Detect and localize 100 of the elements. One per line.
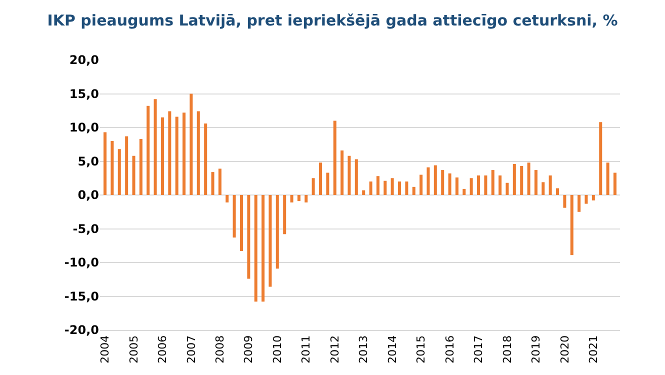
bar xyxy=(254,195,258,302)
bar xyxy=(434,165,437,195)
bar xyxy=(477,175,480,195)
bar xyxy=(599,122,602,195)
bar xyxy=(190,94,193,195)
bar xyxy=(340,150,344,195)
bar xyxy=(168,111,172,195)
bar xyxy=(491,170,494,195)
bar xyxy=(333,120,336,195)
y-tick-label: 10,0 xyxy=(69,120,99,135)
bar xyxy=(125,136,128,195)
bar xyxy=(462,188,466,195)
y-tick-label: -10,0 xyxy=(64,256,99,270)
bar xyxy=(578,195,581,212)
x-tick-label: 2018 xyxy=(500,335,514,364)
bar xyxy=(362,190,366,195)
bar xyxy=(506,182,509,195)
bar xyxy=(426,167,430,195)
bar xyxy=(405,182,408,195)
x-tick-label: 2007 xyxy=(184,335,198,364)
bar xyxy=(534,170,538,195)
bar xyxy=(369,182,372,195)
bar xyxy=(398,182,402,195)
x-tick-label: 2011 xyxy=(300,335,313,364)
bar xyxy=(484,175,488,195)
x-tick-label: 2019 xyxy=(530,335,543,364)
bar xyxy=(175,116,178,195)
bar xyxy=(154,99,157,195)
bar xyxy=(512,164,516,195)
bar xyxy=(348,156,351,195)
bar xyxy=(240,195,243,252)
x-tick-label: 2017 xyxy=(472,335,486,364)
x-tick-label: 2015 xyxy=(414,335,428,364)
x-tick-label: 2021 xyxy=(587,335,600,364)
x-tick-label: 2016 xyxy=(443,335,456,364)
bar xyxy=(104,132,107,195)
y-tick-label: 5,0 xyxy=(78,154,99,168)
x-tick-label: 2006 xyxy=(156,335,170,364)
bar xyxy=(318,162,322,195)
y-tick-label: -20,0 xyxy=(64,323,99,338)
bar xyxy=(268,195,272,287)
bar xyxy=(548,175,552,195)
bar xyxy=(262,195,265,302)
y-tick-label: 20,0 xyxy=(69,53,99,68)
bar xyxy=(384,180,387,195)
bar xyxy=(283,195,286,234)
bar xyxy=(441,170,444,195)
bar xyxy=(592,195,595,200)
bar xyxy=(448,173,452,195)
bar xyxy=(326,172,330,195)
bar xyxy=(110,141,114,195)
bar xyxy=(232,195,236,238)
bar xyxy=(556,188,560,195)
y-tick-label: -5,0 xyxy=(72,222,99,236)
bar xyxy=(520,166,524,195)
bar xyxy=(290,195,294,202)
bar xyxy=(226,195,229,202)
bar xyxy=(146,106,150,195)
bar xyxy=(390,178,394,195)
bar xyxy=(196,111,200,195)
x-tick-label: 2020 xyxy=(558,335,572,364)
x-tick-label: 2004 xyxy=(98,335,112,364)
bar xyxy=(218,168,222,195)
x-tick-label: 2010 xyxy=(270,335,284,364)
bar xyxy=(297,195,300,202)
bar xyxy=(304,195,308,202)
bar xyxy=(354,159,358,195)
bar xyxy=(563,195,566,208)
bar xyxy=(132,156,136,195)
chart-title: IKP pieaugums Latvijā, pret iepriekšējā gada attiecīgo ceturksni, % xyxy=(47,12,618,30)
bar xyxy=(182,112,186,195)
bar xyxy=(211,172,214,195)
bar xyxy=(276,195,279,269)
bar xyxy=(160,117,164,195)
bar xyxy=(613,172,616,195)
bar xyxy=(420,174,423,195)
bar xyxy=(376,176,380,195)
bar xyxy=(139,138,142,195)
bar xyxy=(412,186,416,195)
y-tick-label: 0,0 xyxy=(78,188,99,202)
bar xyxy=(570,195,574,256)
bar xyxy=(606,162,610,195)
bar xyxy=(312,178,315,195)
bar xyxy=(455,177,458,195)
y-tick-label: -15,0 xyxy=(64,289,99,304)
x-tick-label: 2013 xyxy=(357,335,370,364)
x-tick-label: 2005 xyxy=(127,335,140,364)
bar xyxy=(527,162,530,195)
x-tick-label: 2009 xyxy=(242,335,256,364)
bar xyxy=(470,178,473,195)
x-tick-label: 2012 xyxy=(328,335,342,364)
x-tick-label: 2008 xyxy=(214,335,227,364)
bar xyxy=(204,123,208,195)
bar xyxy=(542,182,545,195)
bar xyxy=(118,149,121,195)
x-tick-label: 2014 xyxy=(386,335,399,364)
bar xyxy=(498,175,502,195)
bar xyxy=(584,195,588,204)
y-tick-label: 15,0 xyxy=(69,86,99,101)
bar xyxy=(247,195,250,279)
